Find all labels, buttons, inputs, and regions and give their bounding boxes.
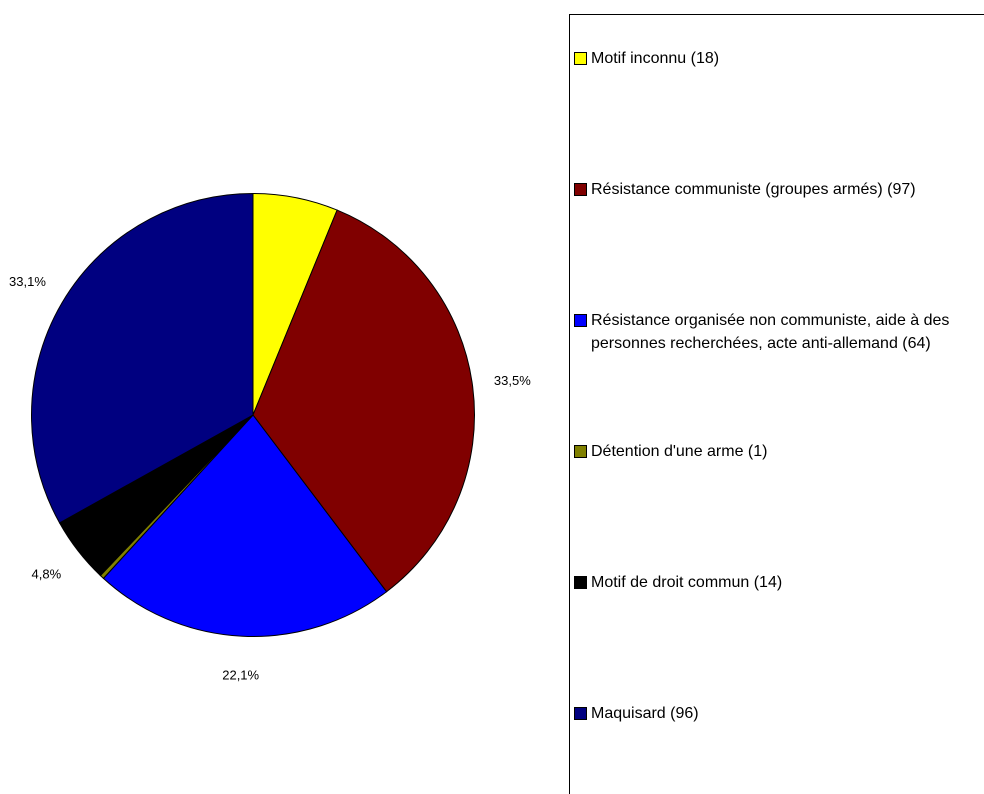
legend: Motif inconnu (18) Résistance communiste … [569, 14, 984, 794]
legend-swatch [574, 52, 587, 65]
legend-entry: Motif de droit commun (14) [574, 571, 980, 594]
legend-label: Maquisard (96) [591, 705, 699, 722]
pie-slice [31, 192, 254, 524]
legend-label: Résistance communiste (groupes armés) (9… [591, 181, 916, 198]
legend-entry: Résistance communiste (groupes armés) (9… [574, 178, 980, 201]
legend-label: Détention d'une arme (1) [591, 443, 768, 460]
chart: 33,5% 22,1% 4,8% 33,1% [9, 192, 531, 683]
data-label: 33,1% [9, 274, 46, 289]
legend-entry: Motif inconnu (18) [574, 47, 980, 70]
legend-swatch [574, 445, 587, 458]
data-label: 33,5% [494, 373, 531, 388]
legend-label: Motif inconnu (18) [591, 50, 720, 67]
pie-slice [252, 209, 475, 593]
legend-entry: Maquisard (96) [574, 702, 980, 725]
legend-swatch [574, 576, 587, 589]
legend-entry: Résistance organisée non communiste, aid… [574, 309, 980, 355]
legend-label: Résistance organisée non communiste, aid… [591, 312, 950, 352]
legend-entry: Détention d'une arme (1) [574, 440, 980, 463]
legend-swatch [574, 314, 587, 327]
legend-label: Motif de droit commun (14) [591, 574, 783, 591]
data-label: 22,1% [222, 668, 259, 683]
legend-swatch [574, 183, 587, 196]
data-label: 4,8% [32, 567, 62, 582]
pie-slice [102, 414, 388, 637]
legend-swatch [574, 707, 587, 720]
